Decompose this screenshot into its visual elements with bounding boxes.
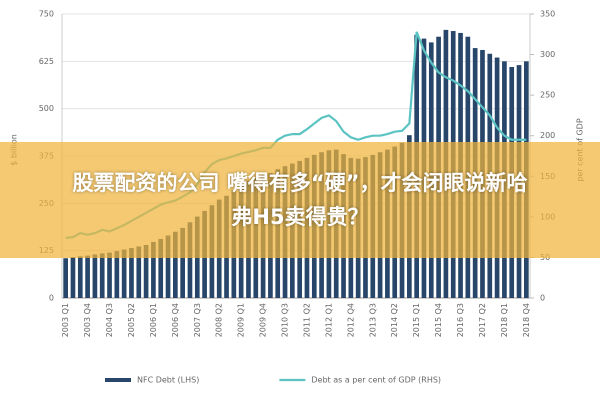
x-tick-label: 2009 Q4 <box>259 303 268 337</box>
bar <box>121 249 127 298</box>
x-tick-label: 2014 Q2 <box>390 303 399 337</box>
x-tick-label: 2005 Q2 <box>127 303 136 337</box>
bar <box>92 254 98 298</box>
y-tick-label: 500 <box>39 104 54 113</box>
bar <box>165 235 171 298</box>
y-tick-label: 625 <box>39 57 54 66</box>
bar <box>99 253 105 298</box>
y2-tick-label: 200 <box>540 131 555 140</box>
bar <box>107 252 112 298</box>
bar <box>77 256 83 298</box>
x-tick-label: 2016 Q3 <box>456 303 465 337</box>
x-tick-label: 2003 Q4 <box>83 303 92 337</box>
x-tick-label: 2003 Q1 <box>61 303 70 337</box>
bar <box>63 258 68 298</box>
x-tick-label: 2017 Q2 <box>478 303 487 337</box>
x-tick-label: 2007 Q3 <box>193 303 202 337</box>
bar <box>180 227 185 298</box>
y-tick-label: 750 <box>39 10 54 19</box>
x-tick-label: 2011 Q2 <box>302 303 311 337</box>
overlay-text: 弗H5卖得贵？ <box>231 205 369 229</box>
overlay-text: 股票配资的公司 嘴得有多“硬”，才会闭眼说新哈 <box>72 171 528 195</box>
x-tick-label: 2013 Q3 <box>368 303 377 337</box>
x-tick-label: 2012 Q1 <box>324 303 333 337</box>
y-tick-label: 0 <box>49 294 54 303</box>
legend-label: NFC Debt (LHS) <box>137 376 199 385</box>
legend-swatch <box>105 378 131 382</box>
x-tick-label: 2015 Q4 <box>434 303 443 337</box>
bar <box>143 244 149 298</box>
x-tick-label: 2018 Q4 <box>522 303 531 337</box>
y2-tick-label: 300 <box>540 50 555 59</box>
x-tick-label: 2008 Q2 <box>215 303 224 337</box>
x-tick-label: 2012 Q4 <box>346 303 355 337</box>
bar <box>114 251 120 298</box>
y2-tick-label: 250 <box>540 91 555 100</box>
bar <box>173 231 178 298</box>
y2-tick-label: 350 <box>540 10 555 19</box>
x-tick-label: 2015 Q1 <box>412 303 421 337</box>
bar <box>70 257 76 298</box>
bar <box>85 255 90 298</box>
x-tick-label: 2009 Q1 <box>237 303 246 337</box>
bar <box>136 246 142 298</box>
overlay-banner: 股票配资的公司 嘴得有多“硬”，才会闭眼说新哈 弗H5卖得贵？ <box>0 142 600 258</box>
legend-label: Debt as a per cent of GDP (RHS) <box>311 376 441 385</box>
bar <box>129 248 134 298</box>
y2-tick-label: 0 <box>540 294 545 303</box>
x-tick-label: 2006 Q4 <box>171 303 180 337</box>
x-tick-label: 2018 Q1 <box>500 303 509 337</box>
x-tick-label: 2006 Q1 <box>149 303 158 337</box>
bar <box>151 241 156 298</box>
x-tick-label: 2004 Q3 <box>105 303 114 337</box>
bar <box>158 238 164 298</box>
x-tick-label: 2010 Q3 <box>281 303 290 337</box>
bar <box>187 222 193 298</box>
